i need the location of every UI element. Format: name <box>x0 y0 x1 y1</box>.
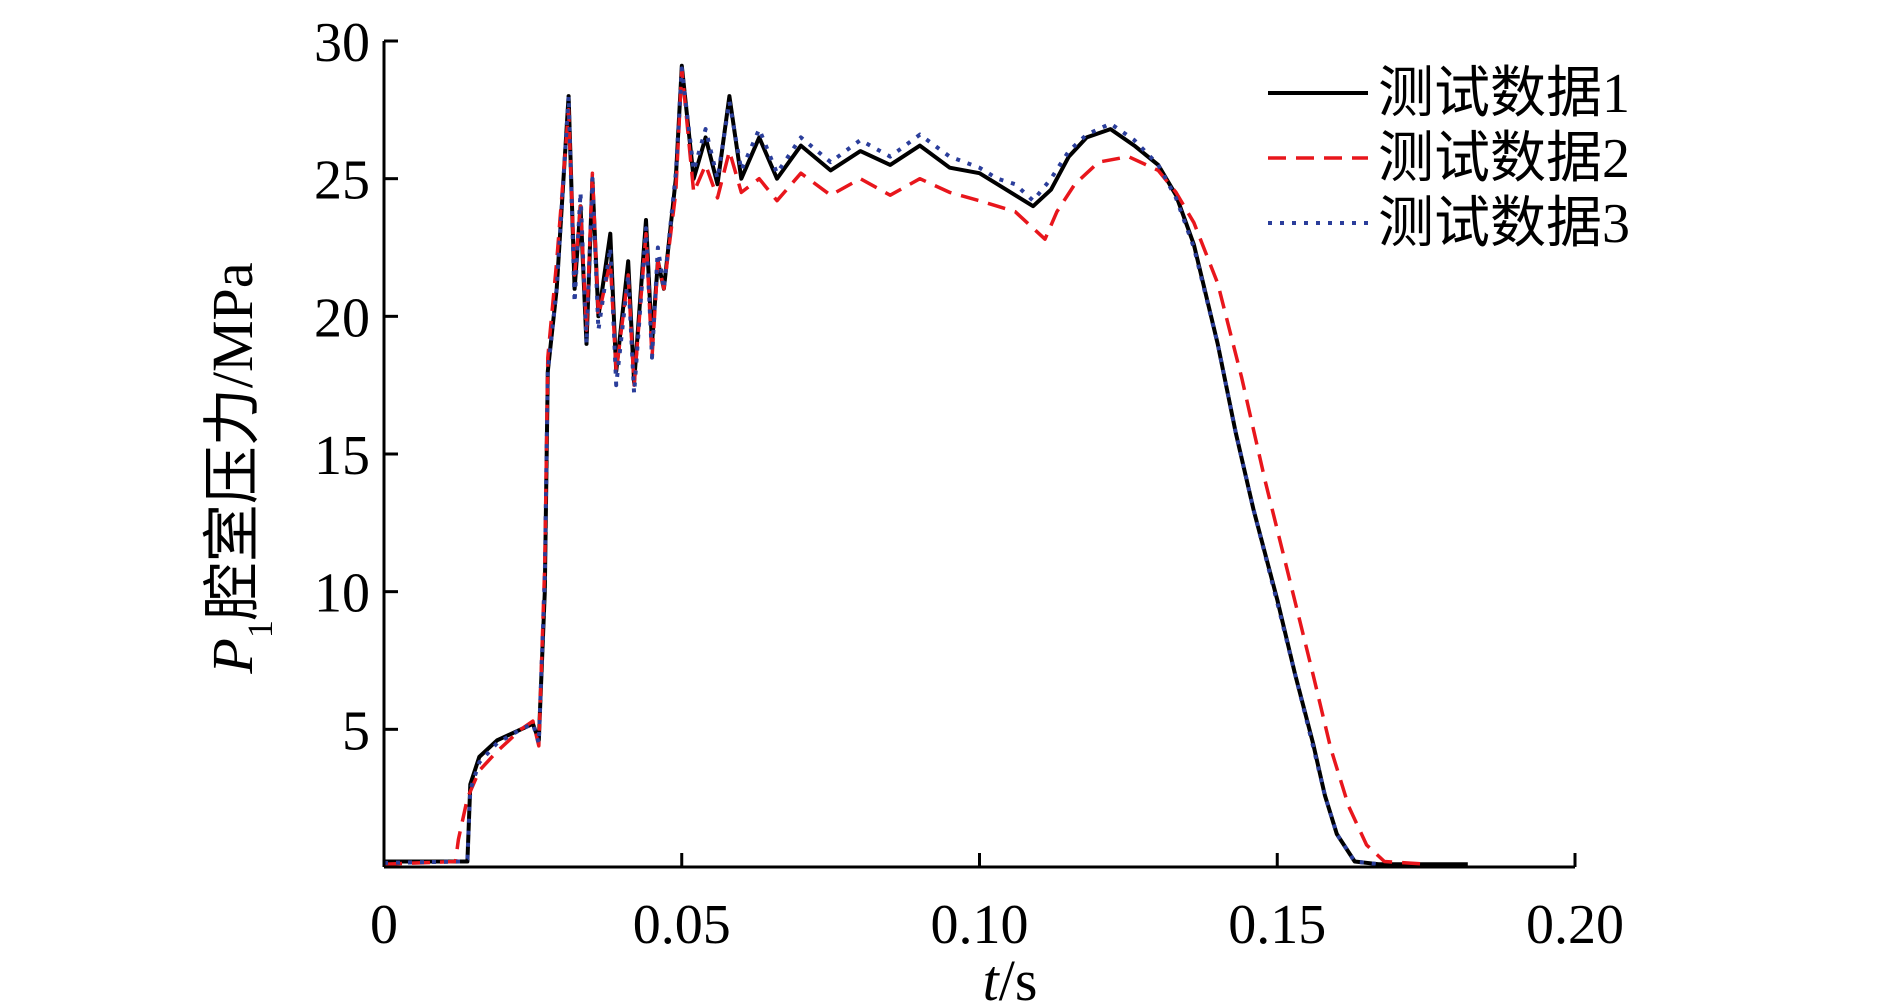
x-axis-unit: /s <box>999 948 1038 1006</box>
series-line-3 <box>383 66 1379 867</box>
x-tick-label: 0.15 <box>1228 894 1326 956</box>
y-tick-label: 30 <box>314 12 370 74</box>
y-axis-subscript: 1 <box>240 620 280 638</box>
x-tick-label: 0.05 <box>633 894 731 956</box>
series-line-2 <box>383 66 1427 866</box>
legend-label-1: 测试数据1 <box>1378 63 1630 125</box>
y-tick-label: 20 <box>314 287 370 349</box>
y-tick-label: 5 <box>342 700 370 762</box>
y-axis-title: P1腔室压力/MPa <box>200 262 280 674</box>
x-tick-label: 0 <box>370 894 398 956</box>
legend-label-3: 测试数据3 <box>1378 193 1630 255</box>
series-lines <box>383 63 1468 867</box>
y-axis-var: P <box>200 638 265 674</box>
y-axis-text: 腔室压力/MPa <box>200 262 265 620</box>
legend-label-2: 测试数据2 <box>1378 128 1630 190</box>
tick-labels: 0 0.05 0.10 0.15 0.20 5 10 15 20 25 30 <box>314 12 1624 956</box>
y-tick-label: 10 <box>314 563 370 625</box>
y-tick-label: 15 <box>314 425 370 487</box>
x-tick-label: 0.10 <box>931 894 1029 956</box>
x-axis-title: t/s <box>983 948 1038 1006</box>
y-tick-label: 25 <box>314 150 370 212</box>
tick-marks <box>382 39 1577 867</box>
x-axis-var: t <box>983 948 1001 1006</box>
x-tick-label: 0.20 <box>1526 894 1624 956</box>
